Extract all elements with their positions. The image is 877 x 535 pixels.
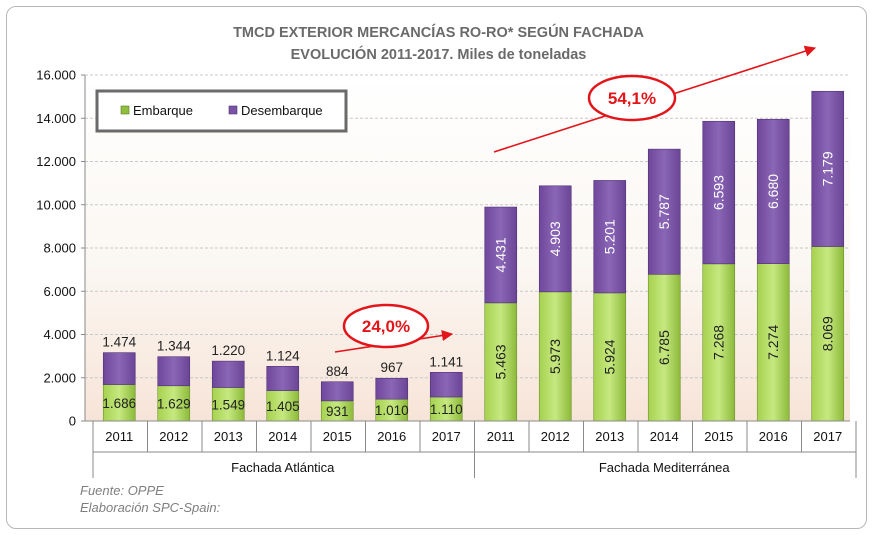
desembarque-bar	[702, 120, 736, 265]
desembarque-value-label: 5.787	[656, 194, 672, 229]
x-tick-label: 2014	[650, 429, 679, 444]
y-tick-label: 12.000	[36, 154, 76, 169]
desembarque-value-label: 967	[380, 360, 403, 375]
chart-title-line1: TMCD EXTERIOR MERCANCÍAS RO-RO* SEGÚN FA…	[233, 25, 644, 41]
embarque-value-label: 1.549	[211, 397, 245, 412]
y-tick-label: 6.000	[43, 284, 76, 299]
growth-label-atlantic: 24,0%	[362, 317, 410, 336]
y-tick-label: 14.000	[36, 111, 76, 126]
x-tick-label: 2015	[704, 429, 733, 444]
legend-box	[95, 89, 348, 133]
desembarque-bar	[538, 185, 572, 293]
y-tick-label: 16.000	[36, 68, 76, 83]
embarque-bar	[266, 390, 300, 422]
desembarque-value-label: 7.179	[820, 151, 836, 186]
legend-label-embarque: Embarque	[133, 103, 193, 118]
desembarque-value-label: 884	[326, 364, 349, 379]
embarque-bar	[157, 385, 191, 422]
y-tick-label: 4.000	[43, 327, 76, 342]
x-tick-label: 2014	[268, 429, 297, 444]
embarque-value-label: 7.274	[765, 325, 781, 360]
x-group-label: Fachada Mediterránea	[599, 460, 731, 475]
desembarque-bar	[593, 180, 627, 294]
y-tick-label: 10.000	[36, 197, 76, 212]
x-group-label: Fachada Atlántica	[231, 460, 335, 475]
desembarque-value-label: 1.141	[429, 354, 463, 369]
source-line: Fuente: OPPE	[80, 483, 164, 498]
embarque-bar	[811, 246, 845, 422]
desembarque-value-label: 1.220	[211, 343, 245, 358]
legend-swatch-embarque	[120, 105, 130, 115]
x-tick-label: 2017	[813, 429, 842, 444]
desembarque-bar	[375, 377, 409, 400]
embarque-value-label: 6.785	[656, 330, 672, 365]
embarque-value-label: 1.110	[430, 402, 463, 417]
embarque-value-label: 1.405	[266, 399, 300, 414]
desembarque-value-label: 6.593	[711, 175, 727, 210]
desembarque-bar	[484, 206, 518, 304]
x-tick-label: 2015	[323, 429, 352, 444]
desembarque-value-label: 1.344	[157, 339, 191, 354]
x-tick-label: 2012	[159, 429, 188, 444]
x-tick-label: 2013	[214, 429, 243, 444]
desembarque-bar	[429, 372, 463, 398]
desembarque-bar	[102, 352, 136, 385]
legend-label-desembarque: Desembarque	[241, 103, 323, 118]
chart-title-line2: EVOLUCIÓN 2011-2017. Miles de toneladas	[290, 47, 587, 63]
desembarque-bar	[266, 366, 300, 391]
x-tick-label: 2017	[432, 429, 461, 444]
x-tick-label: 2016	[759, 429, 788, 444]
embarque-bar	[702, 263, 736, 422]
x-tick-label: 2016	[377, 429, 406, 444]
x-tick-label: 2012	[541, 429, 570, 444]
embarque-value-label: 8.069	[820, 316, 836, 351]
growth-label-mediterranean: 54,1%	[608, 89, 656, 108]
embarque-value-label: 931	[326, 404, 349, 419]
growth-ellipse-mediterranean	[587, 74, 677, 122]
embarque-bar	[211, 387, 245, 422]
desembarque-value-label: 5.201	[602, 219, 618, 254]
x-tick-label: 2011	[487, 429, 515, 444]
embarque-value-label: 5.463	[493, 344, 509, 379]
embarque-value-label: 1.629	[157, 396, 191, 411]
y-tick-label: 8.000	[43, 241, 76, 256]
desembarque-value-label: 6.680	[765, 174, 781, 209]
embarque-value-label: 1.686	[102, 396, 136, 411]
desembarque-bar	[157, 356, 191, 387]
embarque-value-label: 5.924	[602, 339, 618, 374]
embarque-bar	[538, 291, 572, 422]
embarque-bar	[647, 273, 681, 422]
desembarque-bar	[320, 381, 354, 402]
desembarque-value-label: 4.431	[493, 237, 509, 272]
y-tick-label: 2.000	[43, 370, 76, 385]
x-tick-label: 2011	[105, 429, 133, 444]
embarque-value-label: 7.268	[711, 325, 727, 360]
desembarque-value-label: 4.903	[547, 221, 563, 256]
desembarque-bar	[811, 90, 845, 247]
x-tick-label: 2013	[595, 429, 624, 444]
embarque-value-label: 1.010	[375, 403, 409, 418]
embarque-value-label: 5.973	[547, 339, 563, 374]
y-tick-label: 0	[69, 414, 76, 429]
desembarque-bar	[756, 118, 790, 264]
legend-swatch-desembarque	[228, 105, 238, 115]
embarque-bar	[593, 292, 627, 422]
growth-ellipse-atlantic	[342, 303, 430, 349]
desembarque-value-label: 1.474	[102, 335, 136, 350]
desembarque-bar	[211, 360, 245, 388]
credit-line: Elaboración SPC-Spain:	[80, 500, 221, 515]
desembarque-bar	[647, 148, 681, 275]
desembarque-value-label: 1.124	[266, 348, 300, 363]
